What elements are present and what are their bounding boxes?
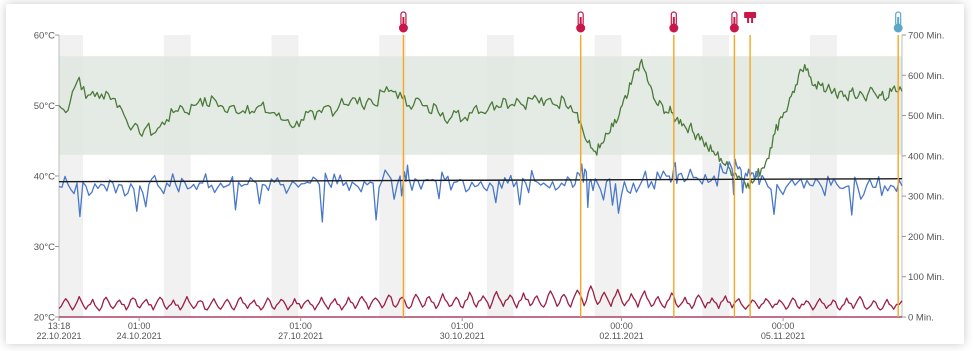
y-right-tick-label: 500 Min. [908,111,944,122]
heating-red-icon [744,12,757,23]
thermometer-red-icon [669,11,679,33]
series-line-2 [58,158,903,223]
y-right-tick-label: 600 Min. [908,71,944,82]
y-right-tick-label: 700 Min. [908,31,944,42]
x-tick-label-date: 27.10.2021 [278,331,323,341]
thermometer-red-icon [398,11,408,33]
chart-card: 20°C 30°C 40°C 50°C 60°C 0 Min. 100 Min. 200 Mi… [6,4,964,344]
x-tick-label-time: 00:00 [772,321,795,331]
series-line-3 [58,285,903,312]
x-tick-label-date: 30.10.2021 [440,331,485,341]
y-left-tick-label: 30°C [34,242,55,253]
y-right-tick-label: 0 Min. [908,313,934,324]
x-tick-label-time: 01:00 [128,321,151,331]
series-line-1 [58,58,903,190]
x-tick-label-time: 01:00 [451,321,474,331]
y-right-tick-label: 400 Min. [908,151,944,162]
y-left-tick-label: 50°C [34,101,55,112]
y-left-tick-label: 40°C [34,172,55,183]
chart-svg: 20°C 30°C 40°C 50°C 60°C 0 Min. 100 Min. 200 Mi… [34,11,944,341]
y-right-tick-label: 200 Min. [908,232,944,243]
x-tick-label-time: 13:18 [48,321,71,331]
x-tick-label-date: 02.11.2021 [599,331,643,341]
target-band [59,56,902,155]
x-tick-label-time: 00:00 [610,321,633,331]
thermometer-red-icon [729,11,739,33]
x-tick-label-date: 22.10.2021 [36,331,81,341]
y-right-tick-label: 100 Min. [908,272,944,283]
thermometer-blue-icon [893,11,903,33]
thermometer-red-icon [576,11,586,33]
x-tick-label-date: 05.11.2021 [761,331,805,341]
x-tick-label-date: 24.10.2021 [117,331,162,341]
threshold-line [58,178,903,183]
x-tick-label-time: 01:00 [289,321,312,331]
y-left-tick-label: 60°C [34,31,55,42]
y-right-tick-label: 300 Min. [908,192,944,203]
y-left-tick-label: 20°C [34,313,55,324]
